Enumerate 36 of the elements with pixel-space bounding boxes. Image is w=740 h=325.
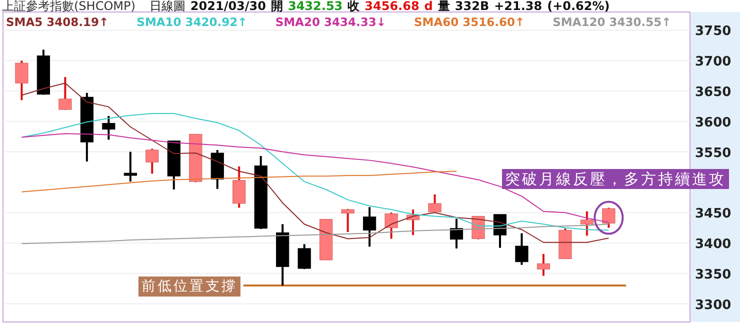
text: SMA20 3434.33↓ — [275, 15, 386, 29]
y-tick-label: 3750 — [695, 24, 732, 40]
y-tick-label: 3550 — [695, 146, 732, 161]
text: 日線圖 2021/03/30 開 3432.53 收 3456.68 d 量 332B +21.38 (+0.62%) — [149, 0, 610, 13]
candlestick — [384, 212, 398, 240]
y-tick-label: 3350 — [695, 267, 732, 282]
y-tick-label: 3700 — [695, 54, 732, 70]
text: SMA5 3408.19↑ — [6, 15, 109, 29]
ref-line-label: 前低位置支撐 — [141, 278, 238, 295]
candlestick — [341, 208, 354, 234]
candlestick — [580, 210, 594, 237]
y-tick-label: 3400 — [695, 236, 732, 252]
candlestick — [58, 76, 72, 111]
text: SMA60 3516.60↑ — [414, 15, 525, 29]
candlestick — [450, 218, 464, 250]
candlestick — [232, 165, 246, 209]
annotation: 突破月線反壓，多方持續進攻 — [505, 170, 726, 188]
candlestick — [428, 193, 442, 213]
candlestick — [298, 243, 311, 270]
text: SMA120 3430.55↑ — [552, 15, 672, 29]
candlestick — [124, 150, 137, 183]
candlestick — [362, 206, 376, 248]
text: SMA10 3420.92↑ — [136, 15, 248, 29]
line-series — [21, 82, 610, 243]
candlestick — [602, 206, 616, 229]
candlestick — [146, 148, 159, 175]
line-series — [21, 170, 458, 192]
candlestick — [536, 252, 550, 277]
chart-title: 上証參考指數(SHCOMP) — [2, 0, 136, 13]
candlestick — [15, 60, 28, 102]
y-tick-label: 3450 — [695, 206, 732, 222]
candlestick — [515, 232, 528, 266]
y-tick-label: 3600 — [695, 115, 732, 130]
y-tick-label: 3650 — [695, 85, 732, 100]
y-tick-label: 3300 — [695, 298, 732, 313]
candlestick — [102, 114, 116, 141]
